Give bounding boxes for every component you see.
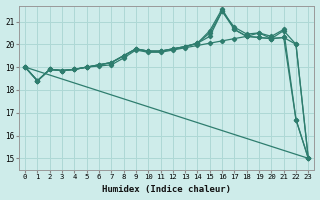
X-axis label: Humidex (Indice chaleur): Humidex (Indice chaleur) <box>102 185 231 194</box>
